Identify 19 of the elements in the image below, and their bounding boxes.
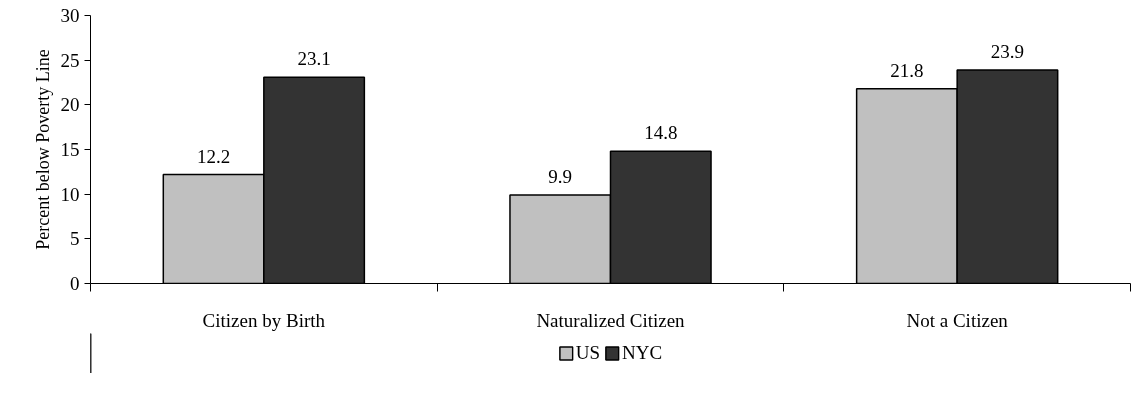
x-tick-label: Citizen by Birth	[202, 309, 326, 331]
data-label: 21.8	[890, 59, 924, 81]
legend-label: US	[575, 342, 601, 364]
x-tick-label: Not a Citizen	[906, 309, 1009, 331]
y-axis-title: Percent below Poverty Line	[32, 49, 53, 250]
y-tick-label: 20	[60, 94, 80, 116]
y-tick-label: 30	[60, 5, 80, 26]
legend-label: NYC	[622, 342, 663, 364]
y-tick-label: 0	[70, 273, 80, 294]
x-tick-label: Naturalized Citizen	[536, 309, 686, 331]
data-label: 14.8	[644, 122, 678, 144]
y-tick-label: 10	[60, 183, 80, 205]
data-label: 23.1	[297, 48, 331, 70]
data-label: 23.9	[990, 40, 1025, 62]
y-tick-label: 15	[60, 139, 80, 160]
y-tick-label: 25	[60, 49, 80, 71]
data-label: 9.9	[548, 166, 573, 188]
y-tick-label: 5	[70, 228, 80, 250]
data-label: 12.2	[196, 145, 231, 167]
